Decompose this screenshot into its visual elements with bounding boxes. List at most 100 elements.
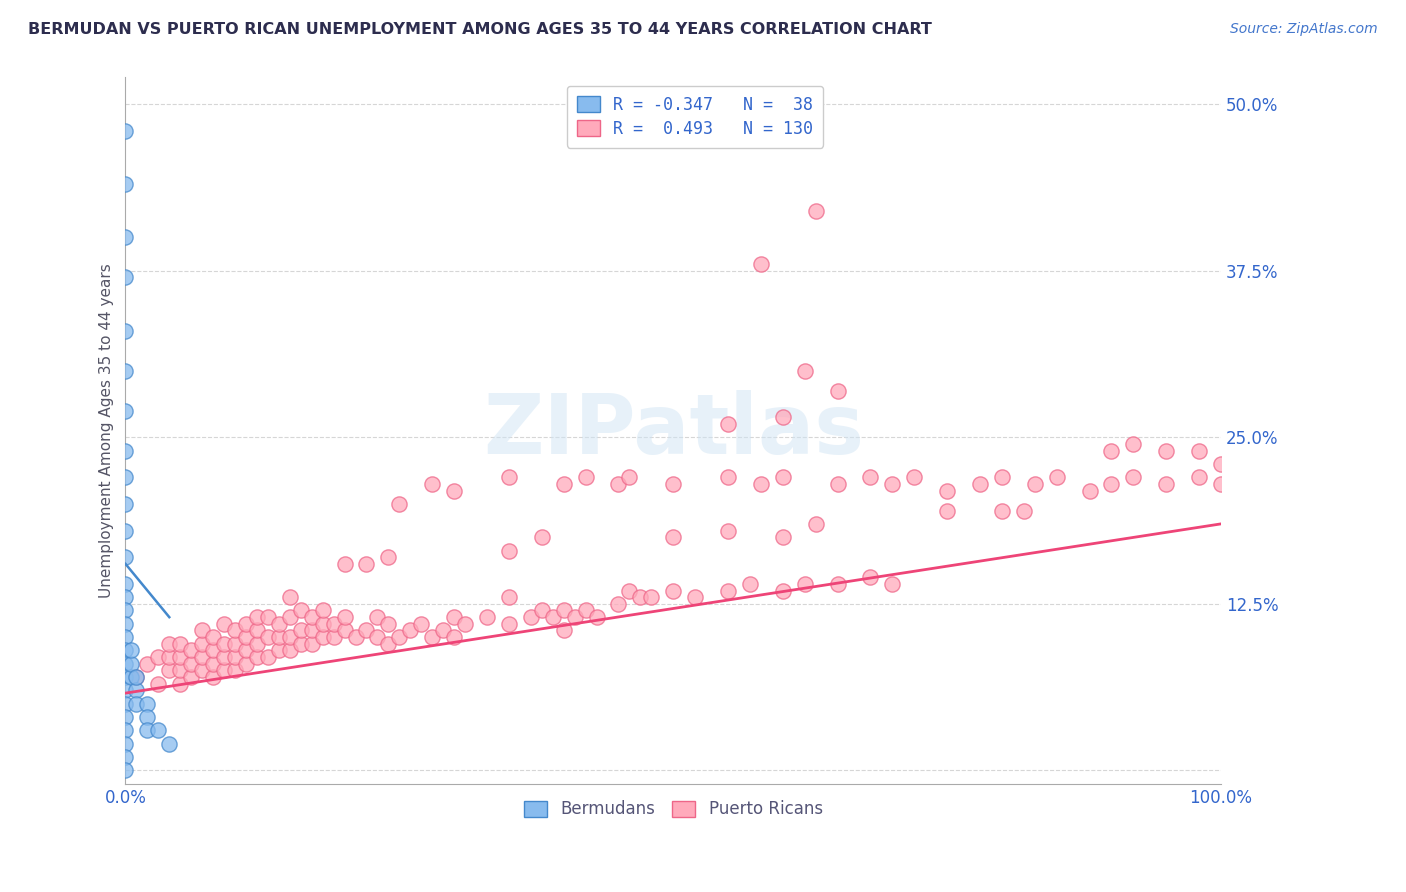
Point: [772, 583, 794, 598]
Point: [257, 650, 280, 665]
Point: [793, 577, 815, 591]
Point: [114, 550, 136, 565]
Point: [366, 610, 388, 624]
Point: [257, 630, 280, 644]
Point: [157, 650, 180, 665]
Point: [301, 637, 323, 651]
Legend: Bermudans, Puerto Ricans: Bermudans, Puerto Ricans: [517, 794, 830, 825]
Point: [377, 616, 399, 631]
Point: [443, 483, 465, 498]
Point: [136, 697, 159, 711]
Point: [1154, 443, 1177, 458]
Point: [114, 737, 136, 751]
Point: [301, 624, 323, 638]
Point: [827, 476, 849, 491]
Point: [191, 637, 214, 651]
Point: [180, 643, 202, 657]
Point: [772, 470, 794, 484]
Point: [607, 476, 630, 491]
Point: [553, 603, 575, 617]
Point: [628, 590, 651, 604]
Point: [541, 610, 564, 624]
Point: [114, 630, 136, 644]
Point: [1209, 457, 1232, 471]
Point: [246, 650, 269, 665]
Point: [411, 616, 433, 631]
Point: [311, 630, 333, 644]
Point: [212, 650, 235, 665]
Point: [202, 643, 225, 657]
Point: [169, 637, 191, 651]
Point: [114, 643, 136, 657]
Point: [114, 403, 136, 417]
Point: [235, 616, 257, 631]
Point: [1046, 470, 1069, 484]
Point: [191, 624, 214, 638]
Point: [114, 497, 136, 511]
Point: [553, 624, 575, 638]
Point: [114, 697, 136, 711]
Point: [1012, 503, 1035, 517]
Point: [443, 630, 465, 644]
Point: [191, 650, 214, 665]
Point: [136, 710, 159, 724]
Point: [114, 324, 136, 338]
Point: [717, 524, 740, 538]
Point: [278, 630, 301, 644]
Point: [683, 590, 706, 604]
Point: [827, 577, 849, 591]
Point: [1024, 476, 1046, 491]
Point: [804, 203, 827, 218]
Point: [662, 476, 685, 491]
Point: [498, 590, 520, 604]
Point: [1188, 470, 1211, 484]
Point: [114, 764, 136, 778]
Point: [246, 624, 269, 638]
Point: [619, 470, 641, 484]
Point: [290, 624, 312, 638]
Point: [169, 677, 191, 691]
Point: [114, 683, 136, 698]
Point: [120, 643, 142, 657]
Point: [246, 610, 269, 624]
Point: [114, 524, 136, 538]
Point: [125, 670, 148, 684]
Point: [1188, 443, 1211, 458]
Point: [180, 670, 202, 684]
Y-axis label: Unemployment Among Ages 35 to 44 years: Unemployment Among Ages 35 to 44 years: [100, 263, 114, 598]
Point: [114, 616, 136, 631]
Point: [1101, 476, 1123, 491]
Point: [114, 177, 136, 191]
Point: [290, 637, 312, 651]
Point: [224, 664, 246, 678]
Point: [257, 610, 280, 624]
Point: [125, 670, 148, 684]
Point: [454, 616, 477, 631]
Point: [859, 570, 882, 584]
Point: [356, 557, 378, 571]
Point: [498, 616, 520, 631]
Point: [575, 603, 598, 617]
Point: [169, 650, 191, 665]
Point: [114, 443, 136, 458]
Point: [114, 124, 136, 138]
Point: [640, 590, 662, 604]
Point: [311, 603, 333, 617]
Point: [903, 470, 925, 484]
Point: [157, 737, 180, 751]
Point: [827, 384, 849, 398]
Point: [882, 577, 904, 591]
Point: [575, 470, 598, 484]
Point: [120, 657, 142, 671]
Point: [136, 723, 159, 738]
Point: [114, 590, 136, 604]
Point: [619, 583, 641, 598]
Point: [235, 643, 257, 657]
Point: [1122, 470, 1144, 484]
Point: [114, 657, 136, 671]
Point: [114, 470, 136, 484]
Point: [377, 637, 399, 651]
Point: [443, 610, 465, 624]
Point: [290, 603, 312, 617]
Point: [1078, 483, 1101, 498]
